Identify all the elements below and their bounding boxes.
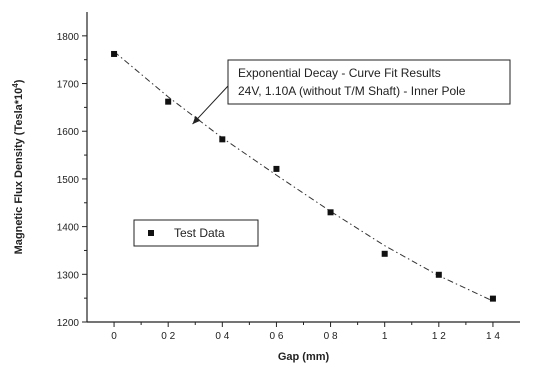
- data-point: [165, 98, 172, 105]
- y-tick-label: 1600: [57, 127, 80, 138]
- data-point: [381, 250, 388, 257]
- y-tick-label: 1500: [57, 175, 80, 186]
- legend-label: Test Data: [174, 226, 225, 240]
- annotation-arrow: [192, 85, 229, 125]
- x-tick-label: 0: [111, 331, 117, 342]
- x-tick-label: 1: [382, 331, 388, 342]
- y-tick-label: 1800: [57, 32, 80, 43]
- annotation-line-1: Exponential Decay - Curve Fit Results: [238, 66, 441, 80]
- data-points: [111, 50, 496, 302]
- annotation-box: [227, 59, 511, 105]
- x-tick-label: 0 8: [324, 331, 338, 342]
- annotation: Exponential Decay - Curve Fit Results 24…: [192, 59, 511, 125]
- data-point: [327, 209, 334, 216]
- data-point: [273, 165, 280, 172]
- data-point: [489, 295, 496, 302]
- fit-curve: [113, 51, 494, 302]
- data-point: [111, 50, 118, 57]
- x-ticks: 0 0 2 0 4 0 6 0 8 1 1 2 1 4: [111, 322, 500, 342]
- y-tick-label: 1700: [57, 80, 80, 91]
- x-tick-label: 1 4: [486, 331, 500, 342]
- x-tick-label: 0 2: [161, 331, 175, 342]
- legend-box: [133, 219, 259, 247]
- axes: [86, 12, 520, 323]
- x-tick-label: 0 4: [215, 331, 229, 342]
- legend: Test Data: [133, 219, 259, 247]
- x-tick-label: 0 6: [269, 331, 283, 342]
- y-ticks: 1200 1300 1400 1500 1600 1700 1800: [57, 32, 87, 329]
- legend-marker-square-icon: [148, 230, 154, 236]
- y-axis-label: Magnetic Flux Density (Tesla*104): [11, 79, 25, 254]
- annotation-line-2: 24V, 1.10A (without T/M Shaft) - Inner P…: [238, 84, 466, 98]
- y-tick-label: 1300: [57, 270, 80, 281]
- y-tick-label: 1400: [57, 223, 80, 234]
- data-point: [219, 136, 226, 143]
- y-tick-label: 1200: [57, 318, 80, 329]
- data-point: [435, 271, 442, 278]
- x-tick-label: 1 2: [432, 331, 446, 342]
- x-axis-label: Gap (mm): [278, 351, 330, 363]
- annotation-arrowhead: [192, 115, 201, 125]
